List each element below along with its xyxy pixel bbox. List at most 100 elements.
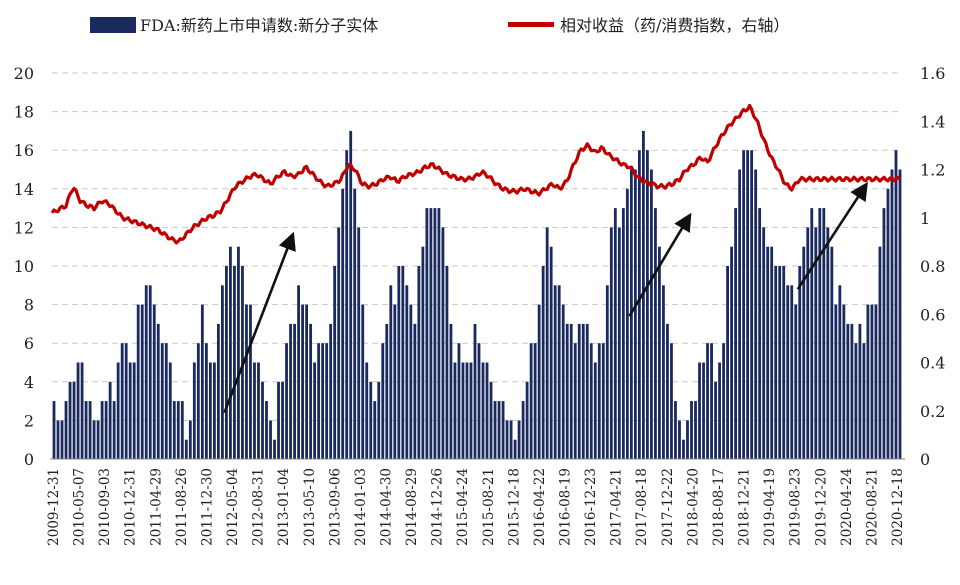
bar: [545, 227, 549, 459]
bar: [76, 362, 80, 459]
trend-arrow: [223, 231, 296, 414]
bar: [738, 169, 742, 459]
y-left-tick-label: 12: [14, 218, 34, 237]
bar: [289, 323, 292, 459]
bar: [229, 246, 232, 459]
x-tick-label: 2017-12-22: [660, 468, 676, 546]
x-tick-label: 2015-04-24: [455, 468, 471, 546]
bar: [317, 343, 321, 459]
bar: [421, 246, 425, 459]
bar: [577, 323, 581, 459]
bar: [878, 246, 882, 459]
bar: [617, 227, 621, 459]
x-tick-label: 2016-12-23: [583, 468, 599, 546]
bar: [774, 266, 778, 459]
bar: [830, 246, 834, 459]
bar: [497, 401, 501, 459]
bar: [208, 362, 212, 459]
bar: [249, 304, 252, 459]
bar: [313, 362, 317, 459]
x-tick-label: 2018-04-20: [685, 468, 701, 546]
bar: [650, 169, 653, 459]
bar: [654, 208, 657, 459]
bar: [373, 401, 377, 459]
bar: [874, 304, 878, 459]
bar: [196, 343, 200, 459]
bar: [718, 362, 721, 459]
bar: [92, 420, 96, 459]
bar: [212, 362, 216, 459]
bar: [433, 208, 437, 459]
bar: [730, 246, 733, 459]
bar: [866, 304, 870, 459]
x-tick-label: 2013-01-04: [276, 468, 292, 546]
y-right-tick-label: 1.6: [920, 64, 945, 83]
bar: [658, 246, 661, 459]
bar: [750, 150, 754, 459]
bar: [216, 323, 220, 459]
y-left-tick-label: 8: [24, 296, 34, 315]
bar: [192, 362, 196, 459]
bar: [854, 343, 858, 459]
bar: [694, 401, 697, 459]
bar: [397, 266, 401, 459]
bar: [637, 150, 641, 459]
bar: [176, 401, 180, 459]
legend-line-label: 相对收益（药/消费指数，右轴）: [560, 16, 789, 35]
y-right-tick-label: 0.6: [920, 305, 945, 324]
bar: [758, 208, 762, 459]
bar: [285, 343, 288, 459]
bar: [770, 246, 774, 459]
bar: [882, 208, 886, 459]
x-tick-label: 2009-12-31: [46, 468, 62, 546]
bar: [377, 381, 381, 459]
bar: [369, 381, 373, 459]
x-tick-label: 2018-12-21: [737, 468, 753, 546]
bar: [858, 323, 862, 459]
bar: [581, 323, 585, 459]
bar: [505, 420, 509, 459]
bar: [80, 362, 84, 459]
bar: [633, 169, 637, 459]
bar: [818, 208, 822, 459]
x-tick-label: 2013-05-10: [302, 468, 318, 546]
x-tick-label: 2010-05-07: [72, 468, 88, 546]
bar: [509, 420, 513, 459]
bar: [529, 343, 533, 459]
bar: [453, 362, 457, 459]
y-right-tick-label: 0: [920, 450, 930, 469]
bar: [790, 285, 794, 459]
x-tick-label: 2011-08-26: [174, 468, 190, 546]
bar: [553, 285, 557, 459]
bar: [112, 401, 116, 459]
bar: [557, 285, 561, 459]
bar: [265, 401, 268, 459]
bar: [886, 188, 890, 460]
bar: [60, 420, 64, 459]
x-tick-label: 2017-08-18: [634, 468, 650, 546]
bar: [834, 304, 838, 459]
x-tick-label: 2012-05-04: [225, 468, 241, 546]
bar: [84, 401, 88, 459]
bar: [802, 246, 806, 459]
bar: [662, 285, 665, 459]
y-right-tick-label: 1.4: [920, 112, 945, 131]
trend-arrow: [628, 212, 692, 317]
bar: [237, 246, 240, 459]
y-left-tick-label: 4: [24, 373, 34, 392]
bar: [702, 362, 705, 459]
bar: [353, 188, 357, 460]
y-left-tick-label: 18: [14, 103, 34, 122]
bar: [180, 401, 184, 459]
bar: [477, 343, 481, 459]
bar: [253, 362, 256, 459]
bar: [88, 401, 92, 459]
bar: [569, 323, 573, 459]
trend-arrows: [223, 181, 868, 414]
bar: [293, 323, 296, 459]
x-tick-label: 2016-04-22: [532, 468, 548, 546]
line-series: [50, 103, 901, 245]
bar: [850, 323, 854, 459]
bar: [814, 227, 818, 459]
bar: [646, 150, 649, 459]
